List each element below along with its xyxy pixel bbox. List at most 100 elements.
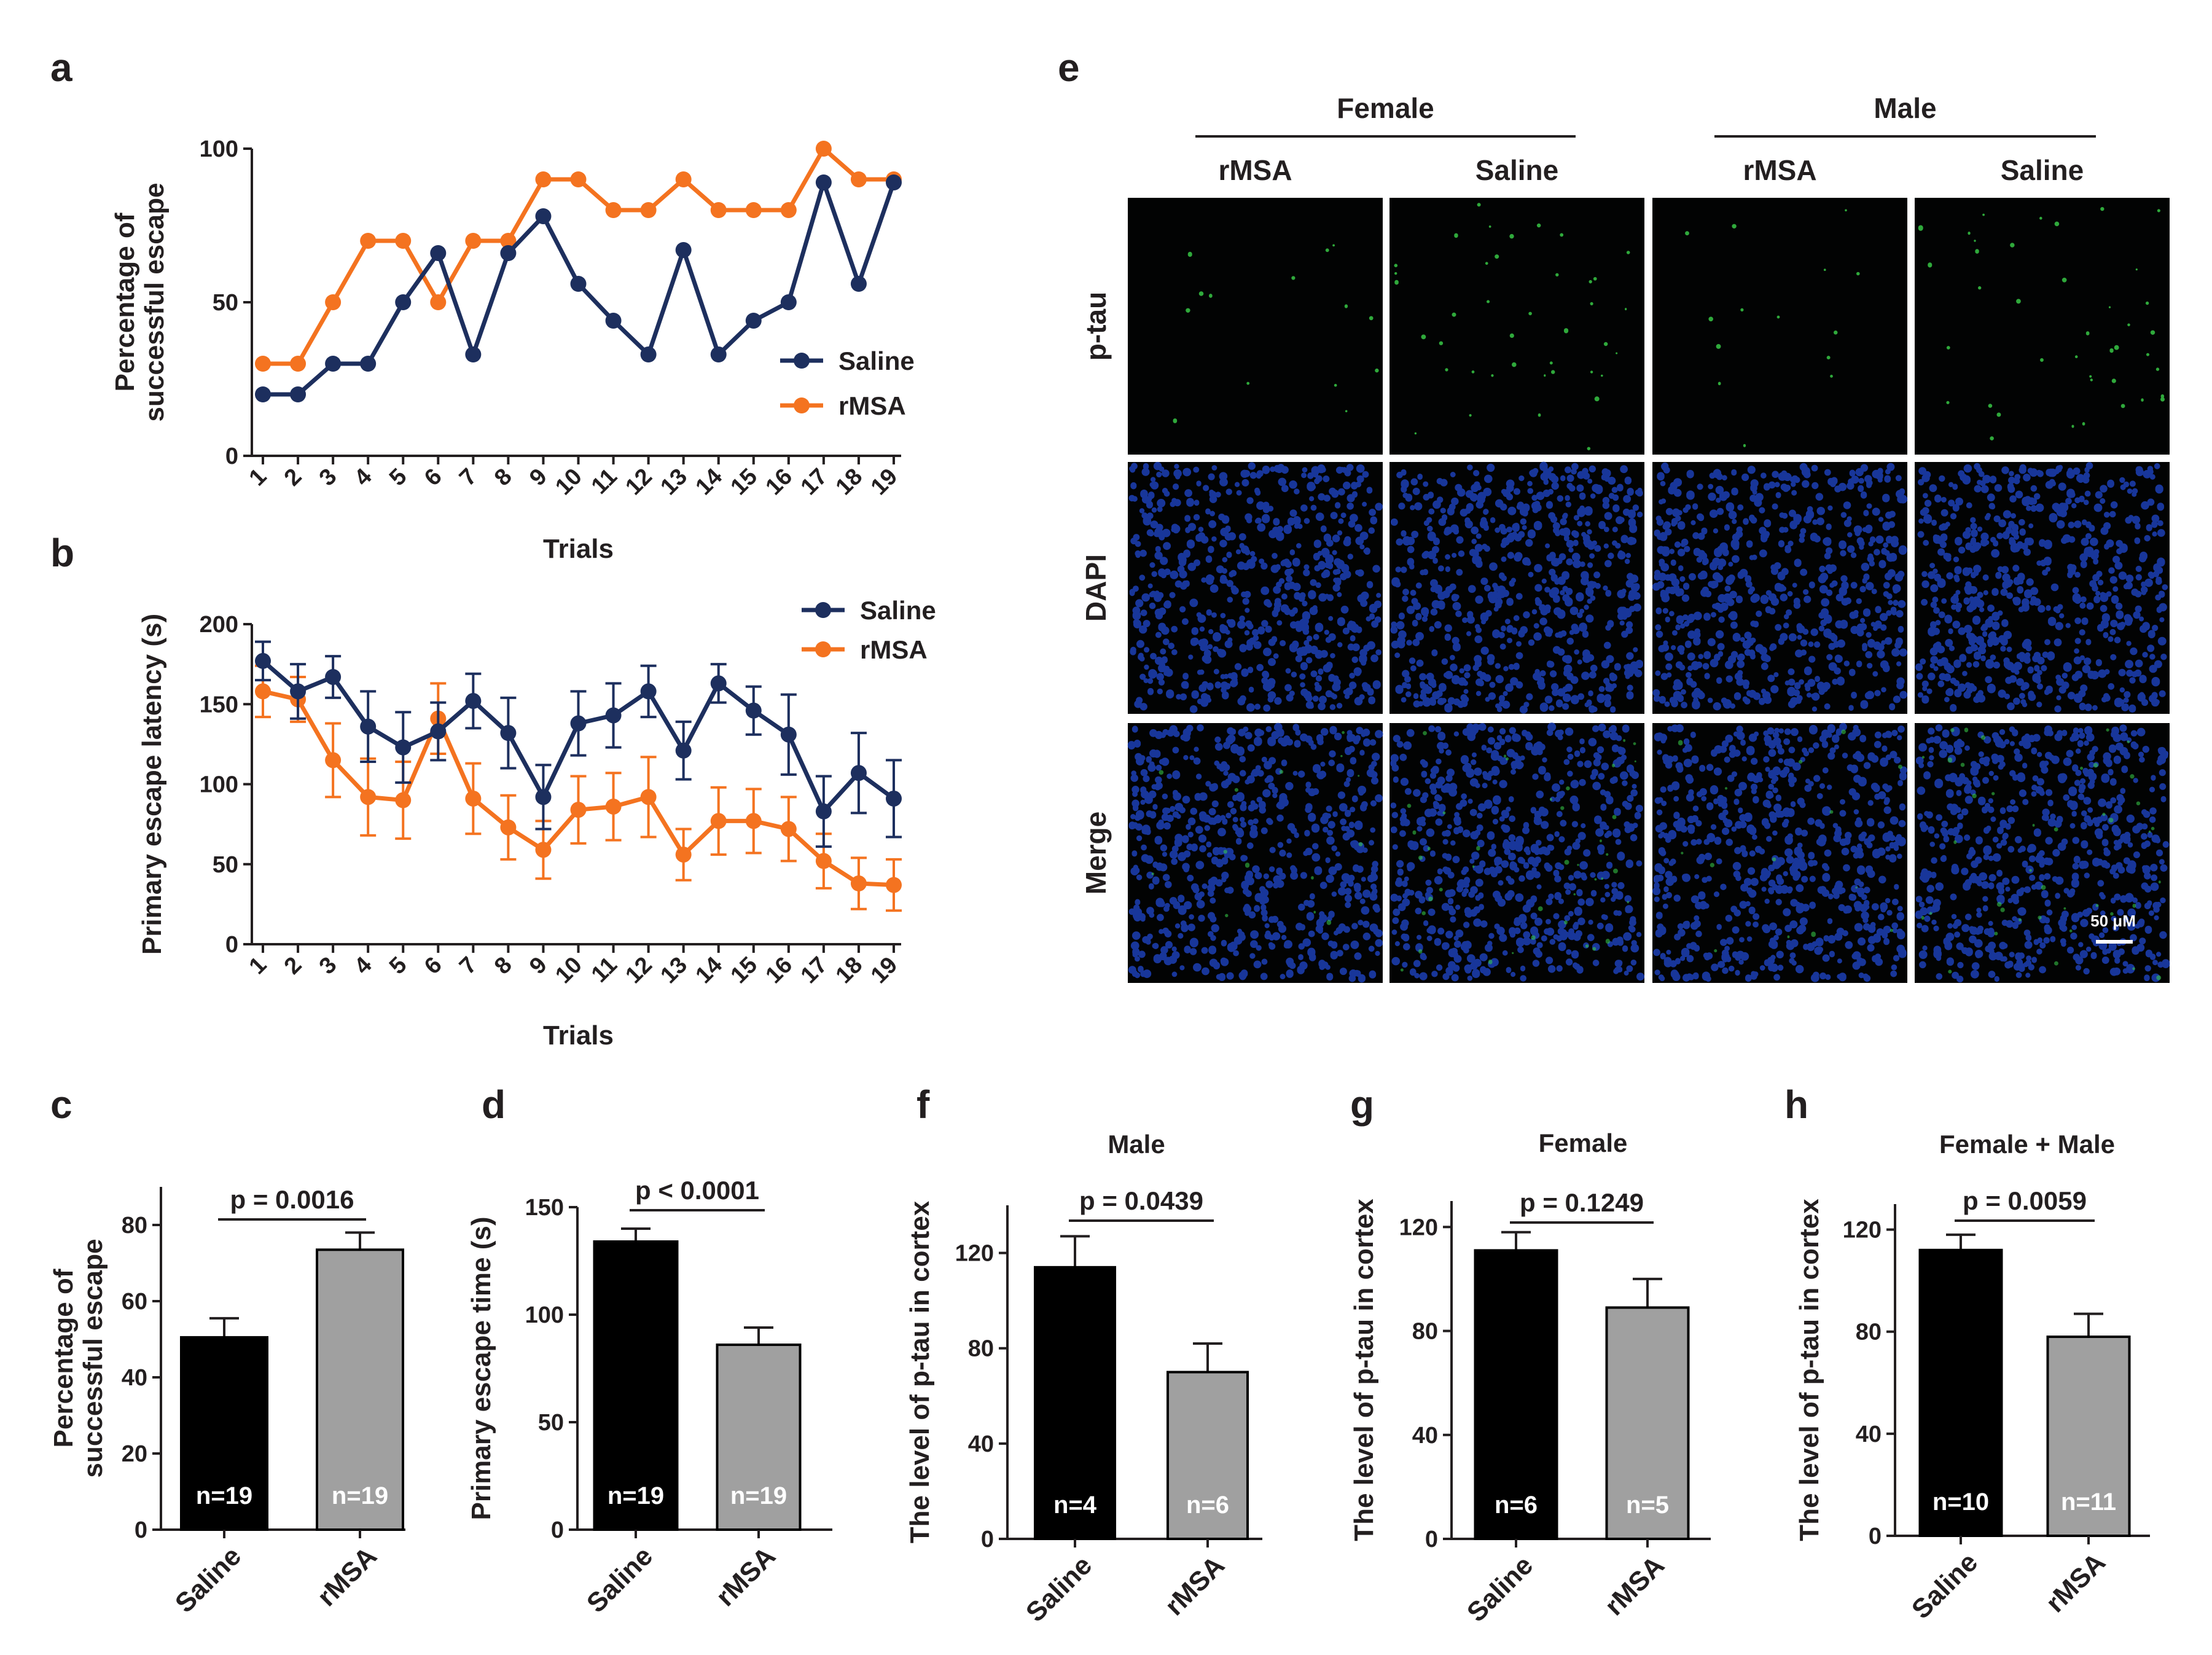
panel-letter-d: d <box>482 1082 506 1127</box>
data-point-saline <box>640 683 657 700</box>
data-point-rmsa <box>325 294 342 310</box>
chart-f-panel: f Male 0 40 80 120 n=4 Saline n=6 rMSA p = 0.0439 T… <box>905 1082 1262 1628</box>
y-tick-label: 120 <box>1399 1215 1438 1240</box>
ihc-image-p-tau-1 <box>1389 198 1644 455</box>
data-point-saline <box>745 702 762 719</box>
x-tick-label: 16 <box>761 464 798 501</box>
data-point-rmsa <box>535 171 552 187</box>
x-tick-label: rMSA <box>311 1541 383 1612</box>
legend-marker-rmsa <box>815 641 831 657</box>
y-axis-title: successful escape <box>139 183 170 422</box>
data-point-rmsa <box>605 202 622 218</box>
data-point-saline <box>465 693 482 710</box>
data-point-saline <box>780 726 797 743</box>
y-tick-label: 50 <box>538 1410 564 1436</box>
data-point-saline <box>570 715 587 732</box>
data-point-rmsa <box>465 233 482 249</box>
chart-title: Female <box>1539 1129 1628 1157</box>
ihc-image-dapi-2 <box>1652 462 1908 714</box>
data-point-rmsa <box>850 171 867 187</box>
x-tick-label: 11 <box>587 952 622 988</box>
p-value-label: p = 0.1249 <box>1520 1188 1644 1217</box>
y-tick-label: 0 <box>225 444 238 469</box>
column-header: Saline <box>2001 154 2084 186</box>
data-point-saline <box>815 174 832 190</box>
data-point-saline <box>780 294 797 310</box>
data-point-saline <box>886 174 902 190</box>
data-point-saline <box>570 276 587 292</box>
y-tick-label: 0 <box>551 1517 564 1543</box>
data-point-saline <box>850 276 867 292</box>
data-point-rmsa <box>605 798 622 815</box>
chart-title: Female + Male <box>1939 1130 2115 1159</box>
x-tick-label: 14 <box>690 952 727 989</box>
x-tick-label: 7 <box>455 464 482 491</box>
x-tick-label: 17 <box>796 952 833 989</box>
p-value-label: p < 0.0001 <box>635 1176 759 1205</box>
data-point-rmsa <box>675 847 692 863</box>
panel-letter-c: c <box>50 1082 72 1127</box>
data-point-rmsa <box>850 875 867 892</box>
data-point-rmsa <box>570 171 587 187</box>
y-axis-title: The level of p-tau in cortex <box>1349 1199 1379 1541</box>
x-tick-label: 17 <box>796 464 833 501</box>
y-tick-label: 100 <box>200 136 238 162</box>
data-point-saline <box>605 707 622 724</box>
nuclei-stain <box>1390 461 1643 714</box>
data-point-saline <box>290 683 307 700</box>
x-tick-label: 16 <box>761 952 798 989</box>
nuclei-stain <box>1652 462 1908 712</box>
y-tick-label: 80 <box>1856 1320 1882 1345</box>
x-tick-label: rMSA <box>2040 1547 2111 1618</box>
x-tick-label: 19 <box>866 464 903 501</box>
data-point-rmsa <box>640 202 657 218</box>
data-point-saline <box>710 675 727 692</box>
data-point-saline <box>395 294 412 310</box>
y-tick-label: 150 <box>525 1195 564 1221</box>
data-point-saline <box>360 718 377 735</box>
n-label: n=19 <box>196 1482 252 1509</box>
data-point-saline <box>850 765 867 781</box>
y-tick-label: 80 <box>122 1213 147 1238</box>
group-header-male: Male <box>1874 92 1936 124</box>
x-tick-label: 6 <box>420 952 447 980</box>
scale-bar-label: 50 μM <box>2090 912 2136 930</box>
ihc-image-dapi-1 <box>1389 461 1644 714</box>
n-label: n=10 <box>1933 1489 1989 1516</box>
data-point-saline <box>675 742 692 759</box>
y-axis-title: The level of p-tau in cortex <box>1794 1199 1824 1541</box>
data-point-rmsa <box>745 813 762 829</box>
data-point-rmsa <box>815 853 832 869</box>
legend-marker-saline <box>794 353 810 369</box>
image-background <box>1128 198 1383 455</box>
chart-title: Male <box>1108 1130 1165 1159</box>
p-value-label: p = 0.0439 <box>1079 1186 1203 1215</box>
x-tick-label: 15 <box>726 464 763 501</box>
row-label-p-tau: p-tau <box>1080 292 1112 361</box>
y-tick-label: 0 <box>1869 1524 1882 1549</box>
ihc-image-merge-3 <box>1915 723 2170 983</box>
ihc-image-merge-2 <box>1652 722 1907 983</box>
y-tick-label: 50 <box>213 852 238 878</box>
y-axis-title: successful escape <box>78 1239 108 1478</box>
data-point-rmsa <box>255 356 271 372</box>
x-tick-label: 7 <box>455 952 482 980</box>
y-tick-label: 150 <box>200 692 238 718</box>
panel-letter-b: b <box>50 531 74 575</box>
y-tick-label: 0 <box>1425 1527 1438 1552</box>
chart-g-panel: g Female 0 40 80 120 n=6 Saline n=5 rMSA p = 0.124… <box>1349 1082 1711 1628</box>
x-tick-label: rMSA <box>1159 1550 1230 1621</box>
x-tick-label: 19 <box>866 952 903 989</box>
p-value-label: p = 0.0059 <box>1963 1186 2087 1215</box>
bar-saline <box>1474 1249 1558 1541</box>
x-tick-label: 4 <box>350 464 377 491</box>
x-tick-label: Saline <box>1020 1550 1098 1627</box>
y-axis-title: Primary escape latency (s) <box>137 614 167 955</box>
y-tick-label: 100 <box>525 1302 564 1328</box>
data-point-rmsa <box>815 141 832 157</box>
x-tick-label: 4 <box>350 952 377 980</box>
column-header: rMSA <box>1743 154 1816 186</box>
y-tick-label: 80 <box>968 1336 994 1362</box>
column-header: Saline <box>1475 154 1559 186</box>
data-point-saline <box>745 313 762 329</box>
